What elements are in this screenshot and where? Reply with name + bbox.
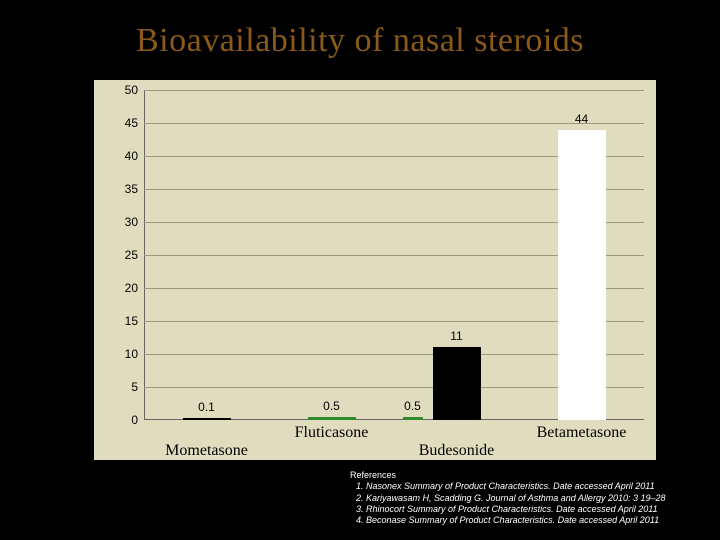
- ytick-label: 15: [108, 314, 138, 328]
- bar: [558, 130, 606, 420]
- reference-item: Rhinocort Summary of Product Characteris…: [366, 504, 666, 515]
- ytick-label: 45: [108, 116, 138, 130]
- reference-item: Nasonex Summary of Product Characteristi…: [366, 481, 666, 492]
- gridline: [144, 90, 644, 91]
- ytick-label: 30: [108, 215, 138, 229]
- ytick-label: 25: [108, 248, 138, 262]
- reference-item: Beconase Summary of Product Characterist…: [366, 515, 666, 526]
- ytick-label: 35: [108, 182, 138, 196]
- value-label: 11: [427, 329, 487, 343]
- extra-marker: [403, 417, 423, 420]
- value-label: 44: [552, 112, 612, 126]
- ytick-label: 5: [108, 380, 138, 394]
- ytick-label: 50: [108, 83, 138, 97]
- value-label: 0.5: [302, 399, 362, 413]
- reference-item: Kariyawasam H, Scadding G. Journal of As…: [366, 493, 666, 504]
- extra-value-label: 0.5: [383, 399, 443, 413]
- page-title: Bioavailability of nasal steroids: [0, 0, 720, 60]
- ytick-label: 20: [108, 281, 138, 295]
- plot-region: 051015202530354045500.1Mometasone0.5Flut…: [144, 90, 644, 420]
- y-axis-label: % Bioavailabilty: [62, 120, 83, 250]
- chart-area: 0 5 10 15 20 25 30 35 40 45 50 0.1 Mometasone 0.5 Flut…: [94, 80, 656, 460]
- references-header: References: [350, 470, 666, 481]
- ytick-label: 40: [108, 149, 138, 163]
- category-label: Betametasone: [537, 424, 627, 442]
- references-block: References Nasonex Summary of Product Ch…: [350, 470, 666, 526]
- references-list: Nasonex Summary of Product Characteristi…: [350, 481, 666, 526]
- bar: [183, 418, 231, 420]
- value-label: 0.1: [177, 400, 237, 414]
- ytick-label: 0: [108, 413, 138, 427]
- ytick-label: 10: [108, 347, 138, 361]
- category-label: Mometasone: [165, 442, 248, 460]
- bar: [308, 417, 356, 420]
- category-label: Budesonide: [419, 442, 495, 460]
- category-label: Fluticasone: [295, 424, 369, 442]
